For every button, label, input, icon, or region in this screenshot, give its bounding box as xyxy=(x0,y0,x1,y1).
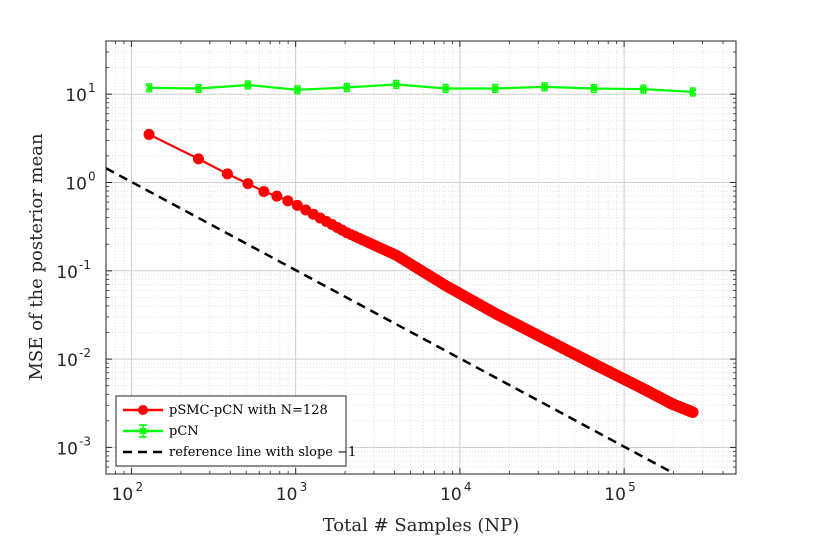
marker-psmc xyxy=(687,406,699,418)
marker-pcn xyxy=(540,83,549,91)
marker-pcn xyxy=(343,83,351,92)
y-tick-exponent: -1 xyxy=(79,258,91,272)
y-tick-exponent: 0 xyxy=(88,169,96,183)
marker-pcn xyxy=(194,84,203,93)
marker-pcn xyxy=(244,81,252,89)
marker-psmc xyxy=(192,153,204,165)
x-tick-exponent: 2 xyxy=(135,480,143,494)
series-clipped xyxy=(106,79,699,474)
tick-marks xyxy=(106,41,736,474)
y-tick-label: 10 xyxy=(56,263,78,283)
marker-pcn xyxy=(392,80,400,89)
y-tick-label: 10 xyxy=(65,86,87,106)
marker-psmc xyxy=(271,190,283,202)
x-tick-exponent: 5 xyxy=(628,480,636,494)
legend-marker-psmc xyxy=(138,405,148,415)
y-axis-label: MSE of the posterior mean xyxy=(26,133,47,381)
legend-label-pcn: pCN xyxy=(169,424,199,439)
marker-pcn xyxy=(639,85,648,93)
series-line-reference xyxy=(106,167,675,474)
marker-pcn xyxy=(689,88,697,96)
marker-psmc xyxy=(291,199,303,211)
y-tick-label: 10 xyxy=(56,439,78,459)
x-tick-labels: 10 2 10 3 10 4 10 5 xyxy=(112,480,636,505)
marker-pcn xyxy=(441,84,450,93)
y-tick-label: 10 xyxy=(65,174,87,194)
legend-label-reference: reference line with slope −1 xyxy=(169,445,356,460)
legend-label-psmc: pSMC-pCN with N=128 xyxy=(169,403,328,418)
legend-entry-reference: reference line with slope −1 xyxy=(123,445,356,460)
legend-entry-psmc: pSMC-pCN with N=128 xyxy=(123,403,328,418)
series-layer xyxy=(106,79,699,474)
marker-psmc xyxy=(282,195,294,207)
y-tick-exponent: -2 xyxy=(79,346,91,360)
marker-pcn xyxy=(590,84,598,93)
marker-pcn xyxy=(491,84,499,93)
marker-psmc xyxy=(221,168,233,180)
plot-area xyxy=(105,40,737,475)
y-tick-label: 10 xyxy=(56,351,78,371)
x-tick-exponent: 4 xyxy=(464,480,472,494)
x-tick-label: 10 xyxy=(604,485,626,505)
x-tick-label: 10 xyxy=(440,485,462,505)
x-tick-label: 10 xyxy=(276,485,298,505)
y-tick-exponent: -3 xyxy=(79,434,91,448)
legend: pSMC-pCN with N=128 pCN reference line w… xyxy=(115,395,356,467)
y-tick-exponent: 1 xyxy=(88,81,96,95)
marker-psmc xyxy=(258,186,270,198)
marker-psmc xyxy=(242,178,254,190)
x-tick-label: 10 xyxy=(112,485,134,505)
x-axis-label: Total # Samples (NP) xyxy=(323,515,520,536)
marker-pcn xyxy=(293,86,302,94)
x-tick-exponent: 3 xyxy=(300,480,308,494)
marker-pcn xyxy=(145,84,153,92)
legend-entry-pcn: pCN xyxy=(123,424,199,439)
legend-marker-pcn xyxy=(139,427,147,435)
marker-psmc xyxy=(143,128,155,140)
axes-frame xyxy=(105,40,737,475)
series-line-pcn xyxy=(149,83,693,94)
